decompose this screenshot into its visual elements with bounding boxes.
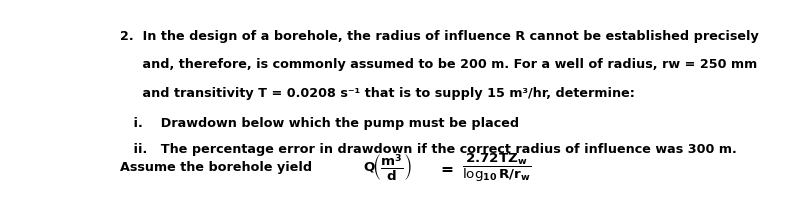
Text: Assume the borehole yield: Assume the borehole yield <box>120 161 316 174</box>
Text: and transitivity T = 0.0208 s⁻¹ that is to supply 15 m³/hr, determine:: and transitivity T = 0.0208 s⁻¹ that is … <box>120 88 634 100</box>
Text: 2.  In the design of a borehole, the radius of influence R cannot be established: 2. In the design of a borehole, the radi… <box>120 30 758 43</box>
Text: and, therefore, is commonly assumed to be 200 m. For a well of radius, rw = 250 : and, therefore, is commonly assumed to b… <box>120 58 757 71</box>
Text: i.    Drawdown below which the pump must be placed: i. Drawdown below which the pump must be… <box>120 117 519 130</box>
Text: $\mathbf{\dfrac{2.72TZ_w}{\log_{10}R/r_w}}$: $\mathbf{\dfrac{2.72TZ_w}{\log_{10}R/r_w… <box>462 151 531 184</box>
Text: $\mathbf{=}$: $\mathbf{=}$ <box>437 160 454 175</box>
Text: ii.   The percentage error in drawdown if the correct radius of influence was 30: ii. The percentage error in drawdown if … <box>120 143 737 156</box>
Text: $\mathbf{Q\!\left(\dfrac{m^3}{d}\right)}$: $\mathbf{Q\!\left(\dfrac{m^3}{d}\right)}… <box>363 152 411 183</box>
